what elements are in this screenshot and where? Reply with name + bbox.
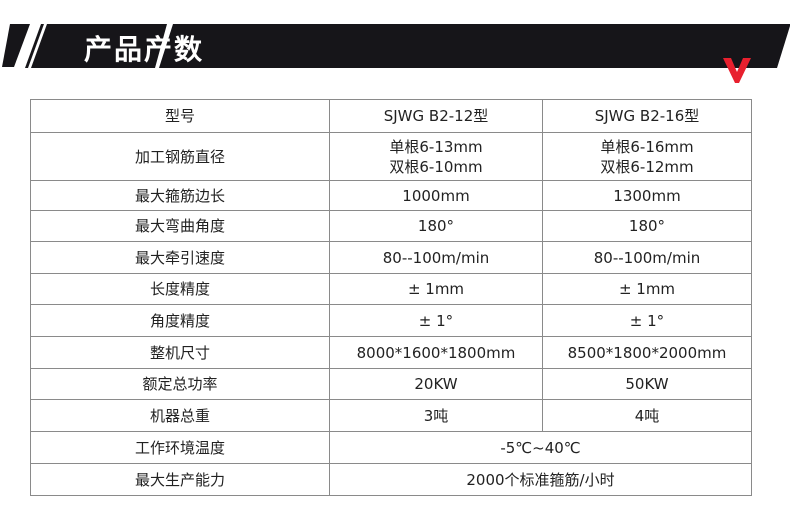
value-cell: 8500*1800*2000mm — [542, 336, 752, 369]
table-row: 工作环境温度 -5℃~40℃ — [30, 431, 752, 464]
value-cell: ± 1mm — [329, 273, 543, 305]
value-cell: 单根6-16mm 双根6-12mm — [542, 132, 752, 181]
table-row: 整机尺寸 8000*1600*1800mm 8500*1800*2000mm — [30, 336, 752, 369]
value-cell: 2000个标准箍筋/小时 — [329, 463, 752, 496]
value-cell: 20KW — [329, 368, 543, 400]
header-cell: 型号 — [30, 99, 330, 133]
header-cell: SJWG B2-12型 — [329, 99, 543, 133]
value-cell: 1000mm — [329, 180, 543, 211]
value-cell: 单根6-13mm 双根6-10mm — [329, 132, 543, 181]
spec-table: 型号 SJWG B2-12型 SJWG B2-16型 加工钢筋直径 单根6-13m… — [30, 99, 752, 496]
table-row: 最大箍筋边长 1000mm 1300mm — [30, 180, 752, 211]
label-cell: 额定总功率 — [30, 368, 330, 400]
table-row: 长度精度 ± 1mm ± 1mm — [30, 273, 752, 305]
label-cell: 整机尺寸 — [30, 336, 330, 369]
value-cell: ± 1° — [542, 304, 752, 337]
title-banner — [2, 24, 790, 68]
value-cell: 1300mm — [542, 180, 752, 211]
value-cell: 180° — [542, 210, 752, 242]
value-cell: 3吨 — [329, 399, 543, 432]
value-cell: 4吨 — [542, 399, 752, 432]
table-row: 机器总重 3吨 4吨 — [30, 399, 752, 432]
table-row: 最大牵引速度 80--100m/min 80--100m/min — [30, 241, 752, 274]
table-row: 最大弯曲角度 180° 180° — [30, 210, 752, 242]
value-cell: 180° — [329, 210, 543, 242]
label-cell: 加工钢筋直径 — [30, 132, 330, 181]
table-row: 加工钢筋直径 单根6-13mm 双根6-10mm 单根6-16mm 双根6-12mm — [30, 132, 752, 181]
value-cell: ± 1mm — [542, 273, 752, 305]
table-row: 角度精度 ± 1° ± 1° — [30, 304, 752, 337]
table-row: 最大生产能力 2000个标准箍筋/小时 — [30, 463, 752, 496]
label-cell: 角度精度 — [30, 304, 330, 337]
value-cell: 80--100m/min — [542, 241, 752, 274]
label-cell: 长度精度 — [30, 273, 330, 305]
table-header-row: 型号 SJWG B2-12型 SJWG B2-16型 — [30, 99, 752, 133]
value-cell: ± 1° — [329, 304, 543, 337]
value-cell: -5℃~40℃ — [329, 431, 752, 464]
table-row: 额定总功率 20KW 50KW — [30, 368, 752, 400]
page-title: 产品产数 — [84, 33, 205, 66]
label-cell: 机器总重 — [30, 399, 330, 432]
header-cell: SJWG B2-16型 — [542, 99, 752, 133]
label-cell: 最大箍筋边长 — [30, 180, 330, 211]
chevron-down-icon — [723, 58, 751, 83]
label-cell: 最大生产能力 — [30, 463, 330, 496]
label-cell: 工作环境温度 — [30, 431, 330, 464]
label-cell: 最大牵引速度 — [30, 241, 330, 274]
value-cell: 50KW — [542, 368, 752, 400]
label-cell: 最大弯曲角度 — [30, 210, 330, 242]
value-cell: 80--100m/min — [329, 241, 543, 274]
value-cell: 8000*1600*1800mm — [329, 336, 543, 369]
